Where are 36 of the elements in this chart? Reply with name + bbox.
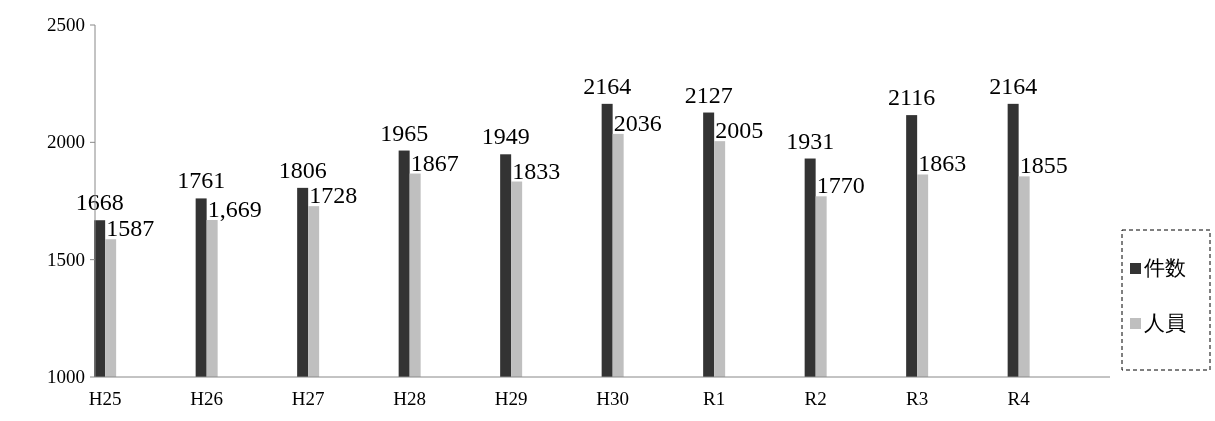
data-label: 1867 bbox=[410, 149, 459, 176]
x-tick-label: R4 bbox=[1007, 388, 1031, 409]
y-tick-label: 1000 bbox=[47, 366, 85, 387]
x-tick-label: H25 bbox=[88, 388, 122, 409]
data-label: 1587 bbox=[106, 215, 155, 242]
data-label: 1668 bbox=[75, 189, 124, 216]
data-label: 1931 bbox=[786, 127, 835, 154]
x-tick-label: H26 bbox=[190, 388, 224, 409]
data-label: 1728 bbox=[309, 182, 358, 209]
legend-label: 件数 bbox=[1144, 256, 1186, 280]
x-tick-label: R2 bbox=[804, 388, 827, 409]
legend-label: 人員 bbox=[1144, 311, 1186, 335]
data-label: 2164 bbox=[583, 72, 632, 99]
data-label: 2005 bbox=[715, 117, 764, 144]
x-tick-label: H28 bbox=[393, 388, 427, 409]
data-label: 1806 bbox=[278, 156, 327, 183]
data-label: 1965 bbox=[380, 119, 429, 146]
x-tick-label: R1 bbox=[703, 388, 726, 409]
data-label: 2164 bbox=[989, 72, 1038, 99]
data-label: 2036 bbox=[613, 109, 662, 136]
x-tick-label: R3 bbox=[906, 388, 929, 409]
data-label: 1770 bbox=[816, 172, 865, 199]
data-label: 1863 bbox=[918, 150, 967, 177]
data-label: 1855 bbox=[1019, 152, 1068, 179]
x-tick-label: H29 bbox=[494, 388, 528, 409]
x-tick-label: H30 bbox=[596, 388, 630, 409]
data-label: 2127 bbox=[684, 81, 733, 108]
y-tick-label: 1500 bbox=[47, 248, 85, 270]
data-label: 1949 bbox=[481, 123, 530, 150]
y-tick-label: 2500 bbox=[47, 14, 85, 35]
data-label: 1833 bbox=[512, 157, 561, 184]
y-tick-label: 2000 bbox=[47, 131, 85, 153]
x-tick-label: H27 bbox=[291, 388, 325, 409]
data-label: 1,669 bbox=[207, 196, 262, 223]
data-label: 1761 bbox=[177, 167, 226, 194]
data-label: 2116 bbox=[888, 84, 936, 111]
